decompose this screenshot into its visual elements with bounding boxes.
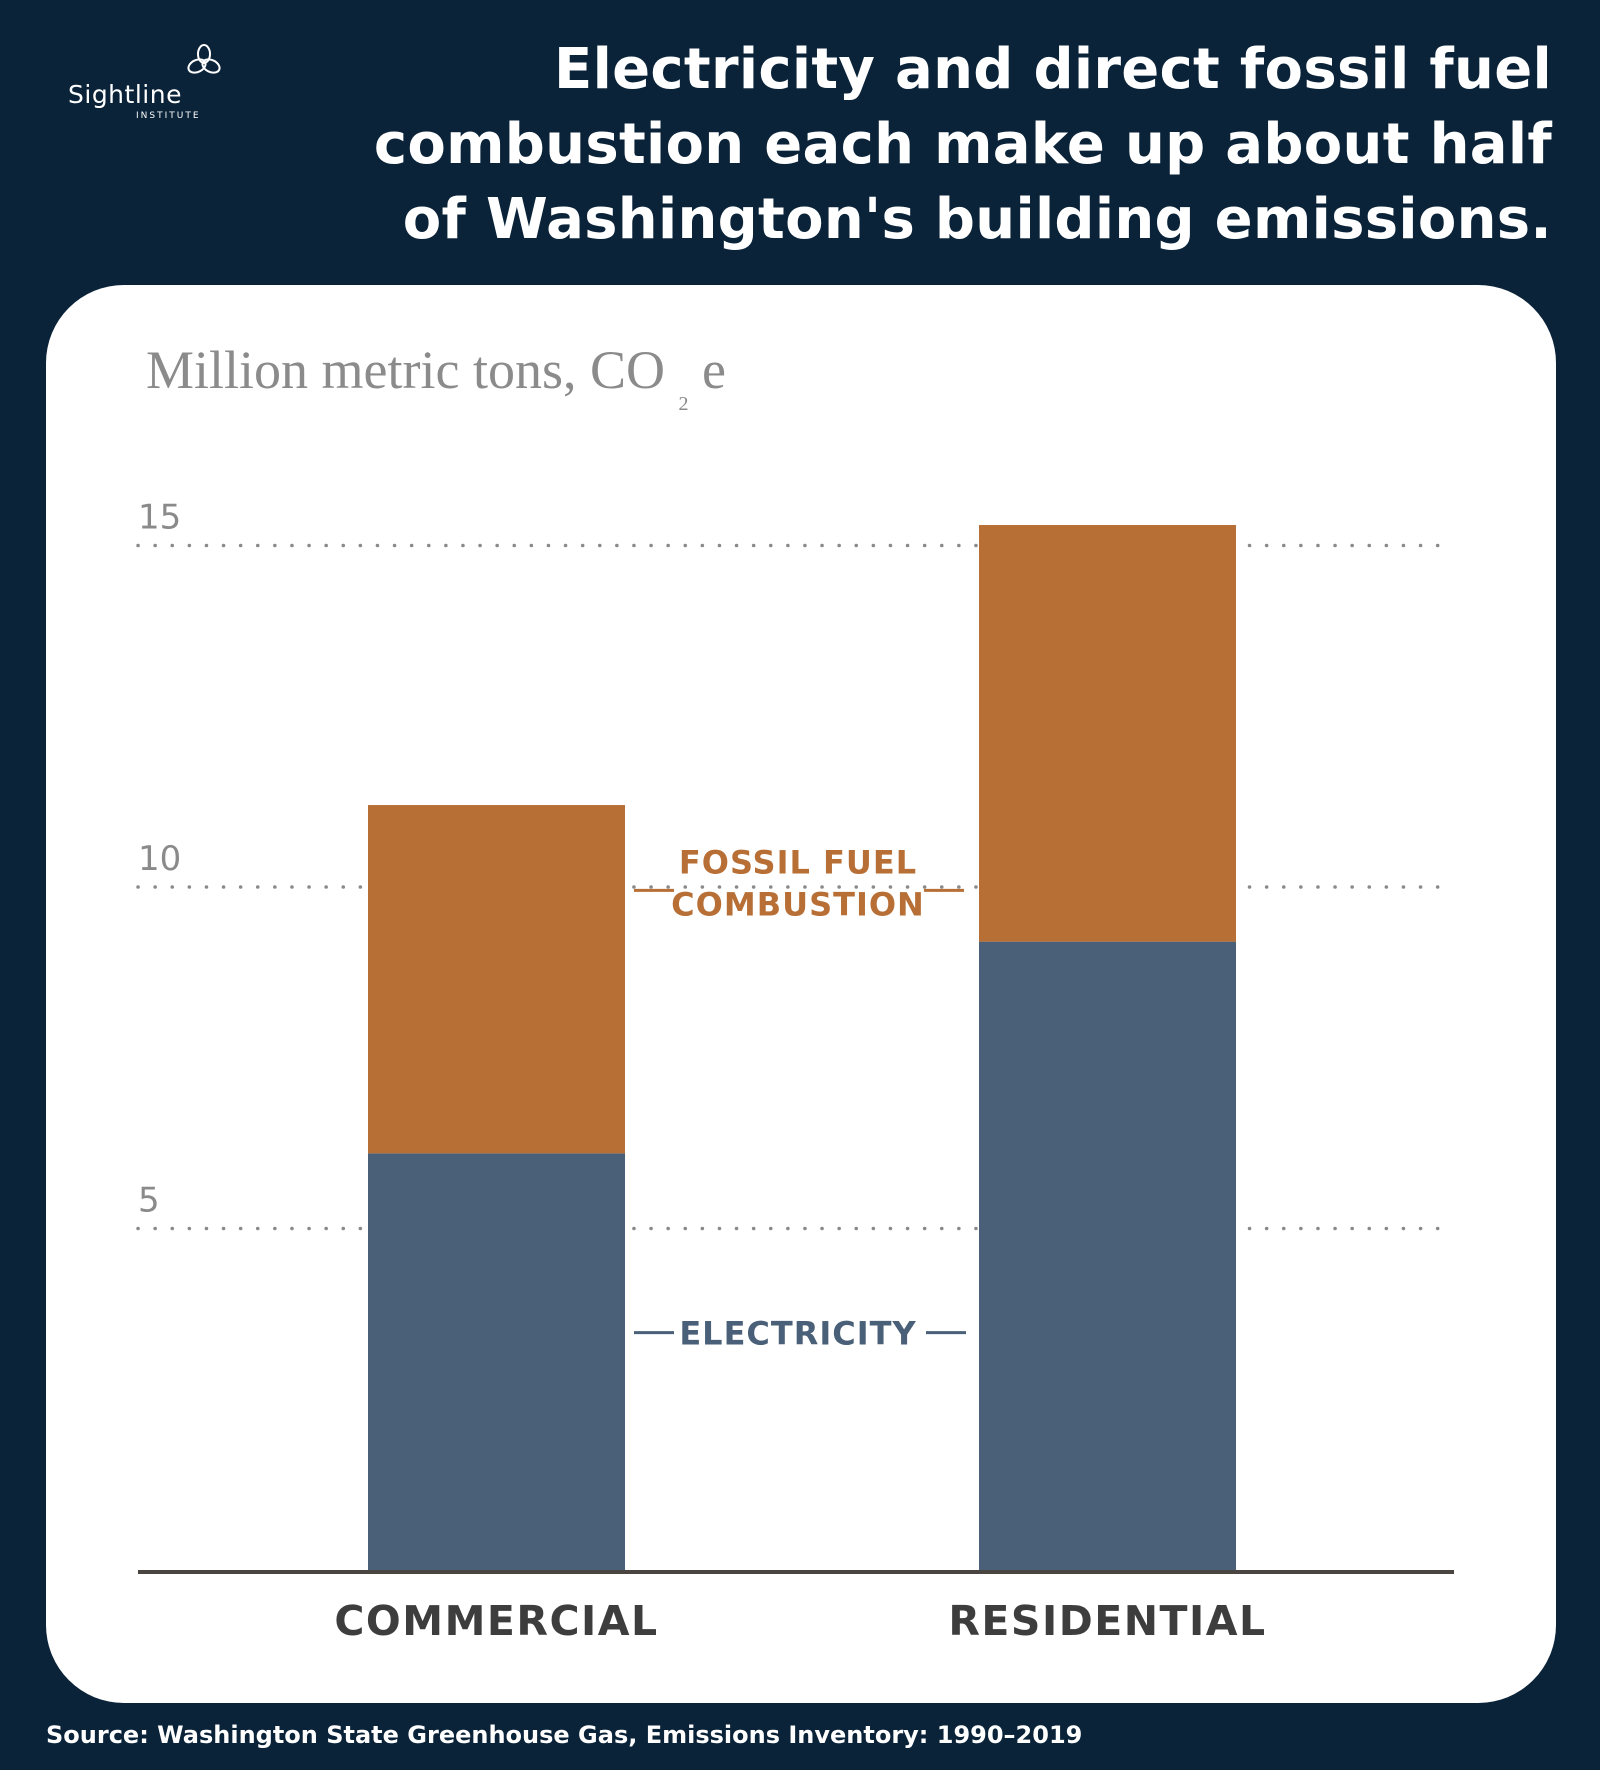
x-tick-label: COMMERCIAL [334,1597,658,1645]
bar-electricity [979,941,1236,1570]
bar-fossil-fuel [368,805,625,1154]
y-axis-label-main: Million metric tons, CO [146,340,665,400]
y-tick-label: 15 [138,498,181,538]
y-axis-label-suffix: e [702,340,726,400]
y-axis-label-subscript: 2 [679,393,689,415]
bar-electricity [368,1153,625,1570]
source-note: Source: Washington State Greenhouse Gas,… [46,1721,1083,1749]
y-axis-label: Million metric tons, CO 2 e [146,340,726,422]
brand-name: Sightline [68,80,182,109]
title-line: of Washington's building emissions. [402,187,1552,252]
title-line: combustion each make up about half [373,112,1552,177]
series-label-fossil-fuel: COMBUSTION [671,885,925,923]
y-tick-label: 10 [138,839,181,879]
stacked-bar-chart: Million metric tons, CO 2 e 5 10 15 COMMER… [136,340,1456,1645]
series-label-electricity: ELECTRICITY [679,1315,916,1353]
title-line: Electricity and direct fossil fuel [554,37,1552,102]
chart-card: Million metric tons, CO 2 e 5 10 15 COMMER… [46,285,1556,1703]
sightline-logo: Sightline INSTITUTE [66,36,246,126]
y-tick-label: 5 [138,1181,160,1221]
bar-fossil-fuel [979,525,1236,942]
x-tick-label: RESIDENTIAL [948,1597,1266,1645]
page-title: Electricity and direct fossil fuel combu… [302,32,1552,257]
series-label-fossil-fuel: FOSSIL FUEL [679,843,917,881]
knot-logo-icon [187,44,221,74]
brand-subtitle: INSTITUTE [136,111,201,121]
